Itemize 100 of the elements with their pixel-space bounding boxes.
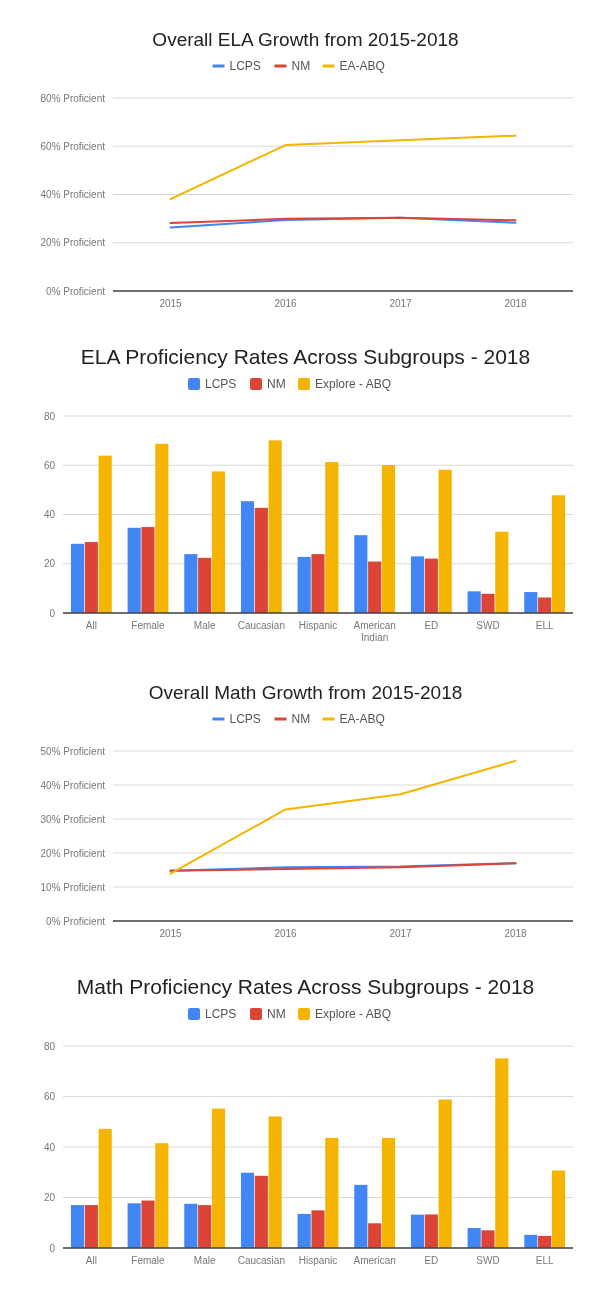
bar xyxy=(84,1205,98,1248)
x-tick-label: 2015 xyxy=(159,928,183,939)
x-tick-label: Caucasian xyxy=(237,620,285,631)
bar xyxy=(141,527,155,613)
y-tick-label: 40% Proficient xyxy=(40,189,106,200)
bar xyxy=(354,1184,368,1248)
bar xyxy=(198,1205,212,1248)
bar xyxy=(268,1116,282,1248)
line-series xyxy=(169,759,517,875)
x-tick-label: American Indian xyxy=(353,620,396,643)
x-tick-label: 2015 xyxy=(159,298,183,309)
y-tick-label: 40 xyxy=(43,1141,56,1153)
bar xyxy=(381,465,396,613)
y-tick-label: 10% Proficient xyxy=(40,881,106,893)
legend-label: NM xyxy=(291,59,311,73)
y-tick-label: 60% Proficient xyxy=(40,140,106,152)
bar xyxy=(127,527,141,613)
line-series xyxy=(169,862,517,872)
bar xyxy=(481,593,495,613)
x-tick-label: ED xyxy=(424,620,439,631)
x-tick-label: 2018 xyxy=(504,298,528,309)
bar xyxy=(481,1230,495,1248)
bar xyxy=(70,543,85,613)
x-tick-label: 2017 xyxy=(389,928,413,939)
bar xyxy=(268,440,282,613)
bar xyxy=(254,507,268,613)
legend-label: LCPS xyxy=(205,377,237,391)
bar xyxy=(127,1203,141,1248)
y-tick-label: 80% Proficient xyxy=(40,92,106,104)
bar xyxy=(368,561,382,613)
bar xyxy=(410,556,425,613)
bar xyxy=(70,1205,85,1248)
bar xyxy=(495,531,509,613)
x-tick-label: SWD xyxy=(476,620,500,631)
bar xyxy=(198,557,212,613)
bar xyxy=(211,1108,226,1248)
bar xyxy=(325,1137,339,1248)
x-tick-label: American xyxy=(353,1255,396,1266)
bar xyxy=(495,1058,509,1248)
legend-label: LCPS xyxy=(229,59,261,73)
y-tick-label: 20 xyxy=(43,1192,56,1203)
legend-label: NM xyxy=(267,377,286,391)
y-tick-label: 40 xyxy=(43,509,56,520)
bar xyxy=(311,554,325,613)
bar xyxy=(254,1175,268,1248)
bar xyxy=(84,542,98,613)
bar xyxy=(325,462,339,613)
x-tick-label: Caucasian xyxy=(237,1255,285,1266)
bar xyxy=(240,1172,255,1248)
x-tick-label: 2016 xyxy=(274,298,298,309)
bar xyxy=(467,1228,481,1248)
legend-label: LCPS xyxy=(229,712,261,726)
legend-label: LCPS xyxy=(205,1007,237,1021)
y-tick-label: 0% Proficient xyxy=(46,285,106,297)
chart-title: Overall ELA Growth from 2015-2018 xyxy=(152,29,459,50)
x-tick-label: 2018 xyxy=(504,928,528,939)
bar xyxy=(438,469,452,613)
bar xyxy=(538,1235,552,1248)
x-tick-label: Female xyxy=(131,620,166,631)
bar xyxy=(368,1223,382,1248)
bar xyxy=(155,443,169,613)
chart-title: ELA Proficiency Rates Across Subgroups - 2018 xyxy=(80,345,531,368)
bar xyxy=(410,1214,425,1248)
legend-label: EA-ABQ xyxy=(339,712,385,726)
x-tick-label: All xyxy=(85,620,97,631)
y-tick-label: 20% Proficient xyxy=(40,847,106,859)
bar xyxy=(184,1203,198,1248)
legend-label: NM xyxy=(267,1007,286,1021)
bar xyxy=(467,591,481,613)
y-tick-label: 0 xyxy=(49,1242,56,1254)
bar xyxy=(551,1170,566,1248)
y-tick-label: 80 xyxy=(43,1040,56,1052)
x-tick-label: SWD xyxy=(476,1255,500,1266)
bar xyxy=(297,556,311,613)
bar xyxy=(141,1200,155,1248)
bar xyxy=(155,1143,169,1248)
bar xyxy=(424,558,438,613)
bar xyxy=(311,1210,325,1248)
bar xyxy=(424,1214,438,1248)
x-tick-label: Hispanic xyxy=(298,620,338,631)
bar xyxy=(98,1128,112,1248)
bar xyxy=(98,455,112,613)
y-tick-label: 30% Proficient xyxy=(40,813,106,825)
x-tick-label: ED xyxy=(424,1255,439,1266)
bar xyxy=(184,554,198,613)
bar xyxy=(354,535,368,613)
x-tick-label: All xyxy=(85,1255,97,1266)
x-tick-label: Female xyxy=(131,1255,166,1266)
bar xyxy=(524,1234,538,1248)
x-tick-label: Hispanic xyxy=(298,1255,338,1266)
y-tick-label: 40% Proficient xyxy=(40,779,106,791)
y-tick-label: 0 xyxy=(49,607,56,619)
chart-title: Overall Math Growth from 2015-2018 xyxy=(148,682,463,703)
x-tick-label: 2016 xyxy=(274,928,298,939)
x-tick-label: ELL xyxy=(535,620,554,631)
bar xyxy=(524,592,538,613)
y-tick-label: 20 xyxy=(43,558,56,570)
y-tick-label: 50% Proficient xyxy=(40,745,106,757)
bar xyxy=(211,471,226,613)
y-tick-label: 20% Proficient xyxy=(40,237,106,249)
